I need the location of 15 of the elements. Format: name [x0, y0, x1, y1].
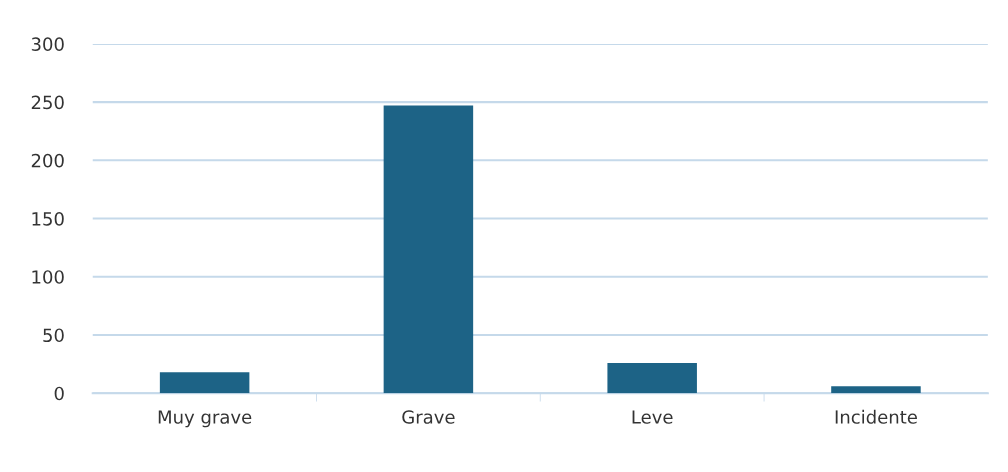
x-tick-label: Leve	[632, 410, 673, 424]
x-tick-label: Incidente	[835, 409, 917, 424]
y-tick-label: 100	[32, 270, 64, 284]
bar	[607, 362, 697, 394]
y-tick-label: 250	[31, 95, 64, 110]
y-tick-label: 200	[31, 153, 64, 168]
y-tick-label: 300	[31, 37, 64, 52]
x-tick-label: Grave	[402, 410, 455, 424]
y-tick-label: 0	[54, 386, 64, 401]
y-tick-label: 50	[43, 328, 64, 343]
y-tick-label: 150	[32, 212, 64, 226]
bar	[159, 372, 250, 394]
bar	[383, 105, 474, 394]
bar	[831, 386, 921, 394]
x-tick-label: Muy grave	[158, 410, 252, 428]
